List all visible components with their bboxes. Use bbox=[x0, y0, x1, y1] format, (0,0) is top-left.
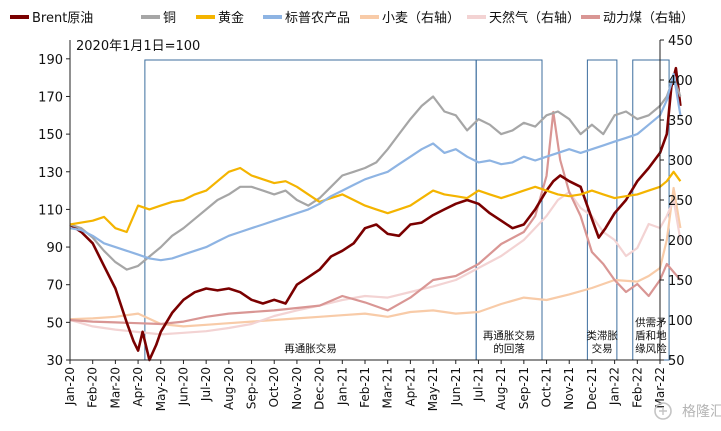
y-left-tick-label: 150 bbox=[38, 128, 63, 143]
axes bbox=[69, 40, 661, 361]
series-line bbox=[69, 190, 682, 336]
legend-label: Brent原油 bbox=[32, 11, 93, 26]
x-tick-label: Apr-21 bbox=[403, 367, 417, 407]
x-tick-label: Aug-20 bbox=[222, 367, 236, 410]
y-right-tick-label: 250 bbox=[668, 194, 693, 209]
phase-band-label: 再通胀交易 bbox=[483, 329, 536, 342]
x-tick-label: Sep-21 bbox=[517, 367, 531, 409]
watermark-logo-icon bbox=[654, 402, 672, 420]
x-tick-label: Mar-21 bbox=[381, 367, 395, 408]
x-tick-label: Jan-20 bbox=[63, 367, 77, 406]
x-tick-label: Jan-21 bbox=[335, 367, 349, 406]
phase-band-label: 类滞胀 bbox=[586, 329, 618, 342]
y-left-tick-label: 110 bbox=[38, 203, 63, 218]
y-right-tick-label: 300 bbox=[668, 154, 693, 169]
x-tick-label: Mar-22 bbox=[653, 367, 667, 408]
y-right-tick-label: 150 bbox=[668, 274, 693, 289]
phase-band-label: 再通胀交易 bbox=[284, 342, 337, 355]
y-left-tick-label: 70 bbox=[46, 279, 63, 294]
series-line bbox=[69, 76, 682, 271]
y-right-tick-label: 350 bbox=[668, 114, 693, 129]
x-ticks: Jan-20 Feb-20 Mar-20 Apr-20 May-20 Jun-20 Jul-… bbox=[63, 360, 667, 411]
x-tick-label: Sep-20 bbox=[245, 367, 259, 409]
y-ticks-right: 50 100 150 200 250 300 350 400 450 bbox=[660, 34, 693, 369]
x-tick-label: Jun-21 bbox=[449, 367, 463, 406]
legend: Brent原油 铜 黄金 标普农产品 小麦（右轴） 天然气（右轴） 动力煤（右轴） bbox=[10, 10, 694, 26]
x-tick-label: Aug-21 bbox=[494, 367, 508, 410]
x-tick-label: Jun-20 bbox=[176, 367, 190, 406]
x-tick-label: Feb-22 bbox=[630, 367, 644, 408]
x-tick-label: Dec-21 bbox=[585, 367, 599, 410]
y-right-tick-label: 100 bbox=[668, 314, 693, 329]
index-base-note: 2020年1月1日=100 bbox=[76, 39, 200, 54]
x-tick-label: Apr-20 bbox=[131, 367, 145, 407]
phase-band-label: 的回落 bbox=[493, 342, 525, 355]
y-right-tick-label: 450 bbox=[668, 34, 693, 49]
y-left-tick-label: 50 bbox=[46, 316, 63, 331]
y-left-tick-label: 170 bbox=[38, 90, 63, 105]
legend-label: 天然气（右轴） bbox=[489, 10, 580, 26]
x-tick-label: Jan-22 bbox=[608, 367, 622, 406]
x-tick-label: Oct-20 bbox=[267, 367, 281, 407]
x-tick-label: Feb-21 bbox=[358, 367, 372, 408]
legend-label: 小麦（右轴） bbox=[382, 11, 460, 26]
x-tick-label: Mar-20 bbox=[108, 367, 122, 408]
y-left-tick-label: 130 bbox=[38, 166, 63, 181]
phase-band bbox=[586, 59, 618, 361]
x-tick-label: Jul-21 bbox=[471, 367, 485, 402]
x-tick-label: Feb-20 bbox=[86, 367, 100, 408]
x-tick-label: May-20 bbox=[154, 367, 168, 411]
series-line bbox=[69, 66, 682, 362]
legend-label: 铜 bbox=[163, 11, 176, 26]
y-left-tick-label: 30 bbox=[46, 354, 63, 369]
x-tick-label: Jul-20 bbox=[199, 367, 213, 402]
y-ticks-left: 30 50 70 90 110 130 150 170 190 bbox=[38, 53, 70, 369]
series-line bbox=[69, 72, 682, 262]
phase-band-label: 供需矛 bbox=[635, 316, 667, 329]
x-tick-label: Oct-21 bbox=[540, 367, 554, 407]
legend-label: 黄金 bbox=[218, 10, 244, 26]
x-tick-label: May-21 bbox=[426, 367, 440, 411]
y-right-tick-label: 400 bbox=[668, 74, 693, 89]
legend-label: 动力煤（右轴） bbox=[603, 11, 694, 26]
phase-band bbox=[144, 59, 477, 361]
y-left-tick-label: 90 bbox=[46, 241, 63, 256]
y-right-tick-label: 50 bbox=[668, 354, 685, 369]
legend-label: 标普农产品 bbox=[285, 11, 350, 26]
series-lines bbox=[69, 66, 682, 362]
x-tick-label: Dec-20 bbox=[313, 367, 327, 410]
x-tick-label: Nov-21 bbox=[562, 367, 576, 410]
phase-band-label: 盾和地 bbox=[635, 329, 667, 342]
x-tick-label: Nov-20 bbox=[290, 367, 304, 410]
series-line bbox=[69, 186, 682, 328]
series-line bbox=[69, 166, 682, 234]
y-left-tick-label: 190 bbox=[38, 53, 63, 68]
series-line bbox=[69, 110, 682, 326]
phase-band-label: 缘风险 bbox=[635, 342, 667, 355]
phase-band-label: 交易 bbox=[592, 342, 613, 355]
y-right-tick-label: 200 bbox=[668, 234, 693, 249]
watermark-text: 格隆汇 bbox=[682, 404, 721, 420]
